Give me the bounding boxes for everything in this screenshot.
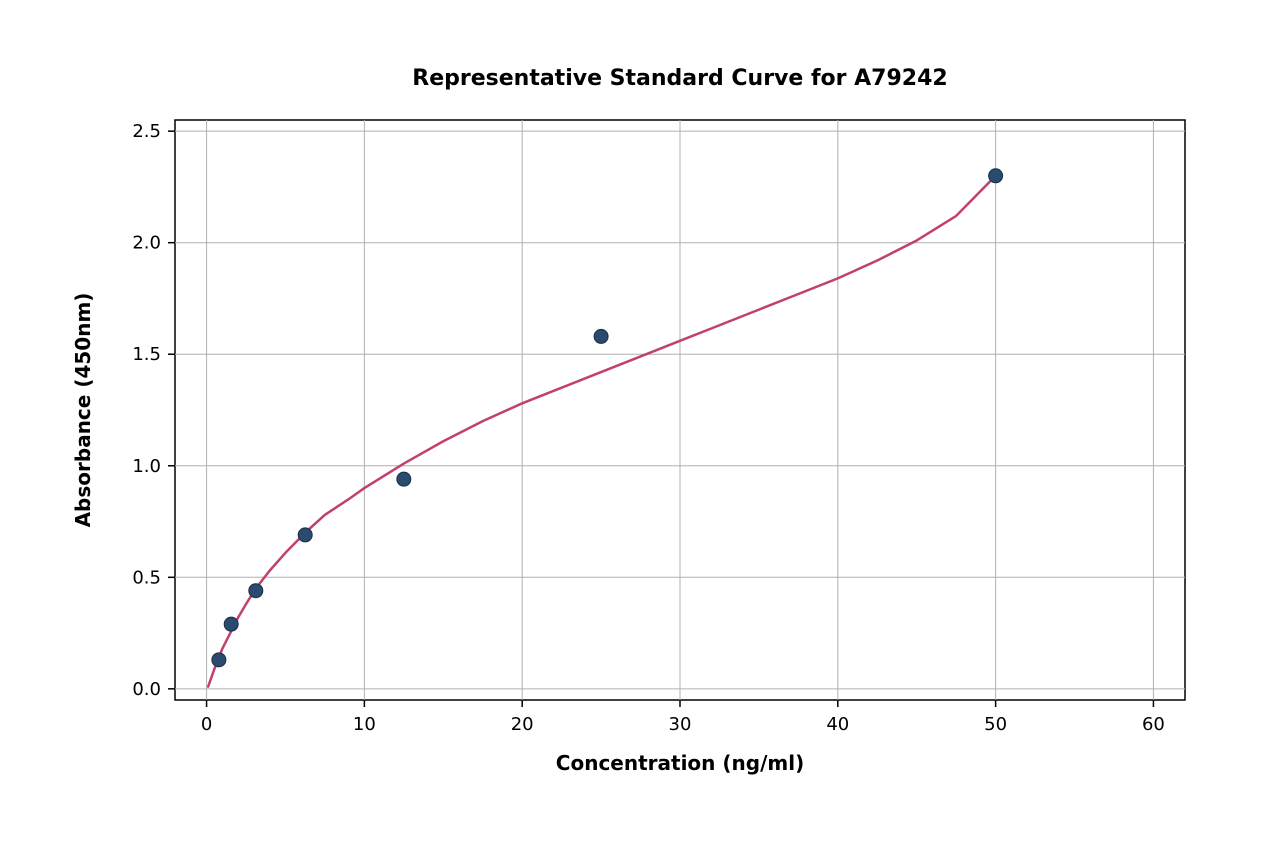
y-tick-label: 2.0 bbox=[132, 233, 161, 254]
data-point bbox=[594, 329, 608, 343]
y-axis-label: Absorbance (450nm) bbox=[71, 293, 95, 528]
x-tick-label: 10 bbox=[353, 714, 376, 735]
y-tick-label: 0.5 bbox=[132, 567, 161, 588]
standard-curve-chart: 0 10 20 30 40 50 60 0.0 0.5 1.0 1.5 2.0 2.5 Represe… bbox=[0, 0, 1280, 845]
x-tick-label: 40 bbox=[826, 714, 849, 735]
y-tick-label: 0.0 bbox=[132, 679, 161, 700]
chart-container: 0 10 20 30 40 50 60 0.0 0.5 1.0 1.5 2.0 2.5 Represe… bbox=[0, 0, 1280, 845]
x-tick-label: 30 bbox=[669, 714, 692, 735]
x-axis-label: Concentration (ng/ml) bbox=[556, 751, 804, 775]
chart-background bbox=[0, 0, 1280, 845]
x-tick-label: 0 bbox=[201, 714, 212, 735]
data-point bbox=[249, 584, 263, 598]
y-tick-label: 1.5 bbox=[132, 344, 161, 365]
y-tick-label: 2.5 bbox=[132, 121, 161, 142]
x-tick-label: 50 bbox=[984, 714, 1007, 735]
x-tick-label: 60 bbox=[1142, 714, 1165, 735]
chart-title: Representative Standard Curve for A79242 bbox=[412, 66, 947, 91]
data-point bbox=[989, 169, 1003, 183]
data-point bbox=[224, 617, 238, 631]
data-point bbox=[397, 472, 411, 486]
y-tick-label: 1.0 bbox=[132, 456, 161, 477]
x-tick-label: 20 bbox=[511, 714, 534, 735]
data-point bbox=[212, 653, 226, 667]
data-point bbox=[298, 528, 312, 542]
